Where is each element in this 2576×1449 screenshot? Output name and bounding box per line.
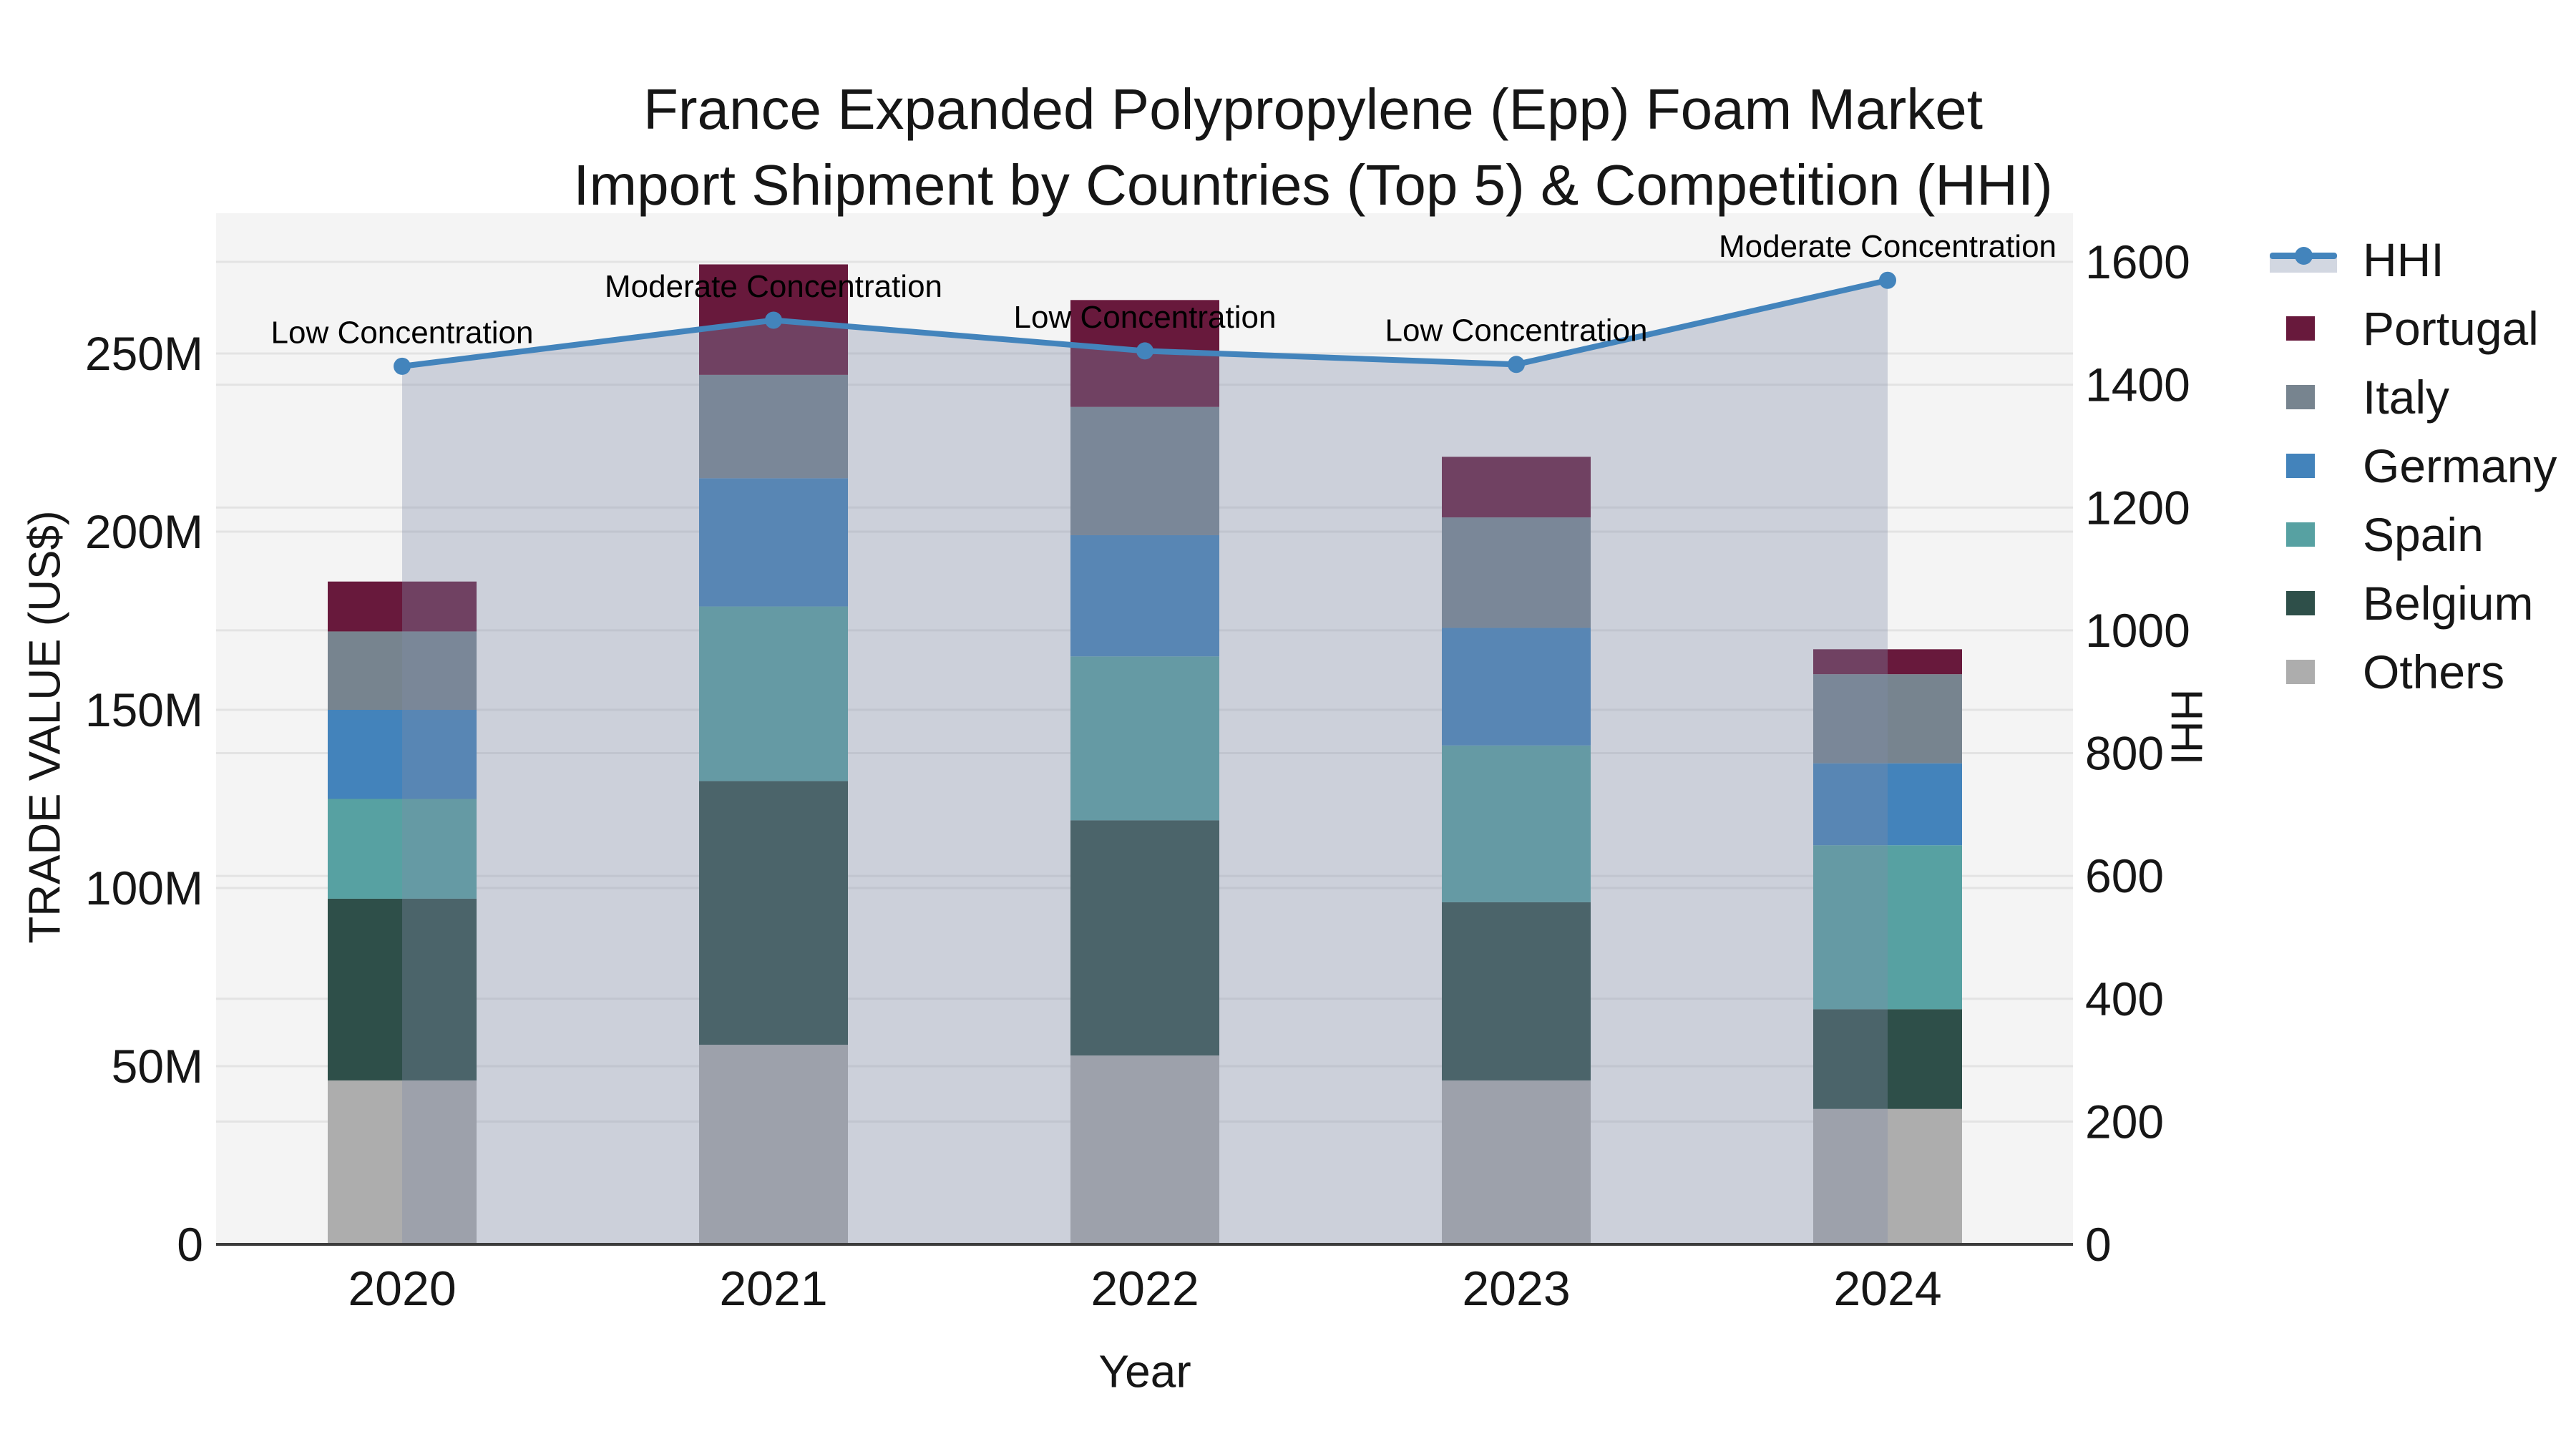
bar-segment-2024-germany[interactable] bbox=[1813, 763, 1962, 846]
bar-segment-2023-portugal[interactable] bbox=[1442, 457, 1591, 518]
color-swatch-icon bbox=[2267, 522, 2363, 547]
x-tick-2023: 2023 bbox=[1462, 1262, 1570, 1316]
bar-segment-2020-others[interactable] bbox=[328, 1080, 477, 1244]
legend-item-portugal[interactable]: Portugal bbox=[2267, 294, 2557, 363]
legend-label: Italy bbox=[2363, 371, 2450, 424]
legend-item-italy[interactable]: Italy bbox=[2267, 363, 2557, 431]
y-right-tick-600: 600 bbox=[2085, 849, 2164, 902]
bar-segment-2021-spain[interactable] bbox=[699, 606, 848, 781]
legend-item-hhi[interactable]: HHI bbox=[2267, 225, 2557, 294]
x-tick-2020: 2020 bbox=[348, 1262, 456, 1316]
bar-segment-2023-others[interactable] bbox=[1442, 1080, 1591, 1244]
legend-label: Germany bbox=[2363, 439, 2557, 492]
y-right-tick-1000: 1000 bbox=[2085, 604, 2190, 657]
hhi-marker-2022[interactable] bbox=[1136, 342, 1153, 360]
hhi-marker-2020[interactable] bbox=[394, 357, 411, 375]
bar-segment-2021-italy[interactable] bbox=[699, 374, 848, 479]
bar-segment-2021-others[interactable] bbox=[699, 1045, 848, 1244]
annotation-2020: Low Concentration bbox=[271, 315, 534, 350]
x-tick-2022: 2022 bbox=[1091, 1262, 1199, 1316]
legend: HHI Portugal Italy Germany Spain Belgium Other… bbox=[2267, 225, 2557, 706]
y-right-tick-400: 400 bbox=[2085, 972, 2164, 1025]
bar-segment-2020-portugal[interactable] bbox=[328, 581, 477, 632]
bar-segment-2022-italy[interactable] bbox=[1070, 406, 1219, 535]
y-left-tick-labels: 0 50M 100M 150M 200M 250M bbox=[85, 327, 203, 1271]
bar-segment-2020-italy[interactable] bbox=[328, 631, 477, 710]
y-right-tick-1400: 1400 bbox=[2085, 358, 2190, 411]
bar-segment-2024-portugal[interactable] bbox=[1813, 649, 1962, 675]
legend-item-others[interactable]: Others bbox=[2267, 638, 2557, 706]
y-right-tick-0: 0 bbox=[2085, 1218, 2112, 1271]
bar-segment-2022-others[interactable] bbox=[1070, 1055, 1219, 1244]
legend-item-germany[interactable]: Germany bbox=[2267, 431, 2557, 500]
chart-title-line2: Import Shipment by Countries (Top 5) & C… bbox=[573, 153, 2053, 217]
hhi-marker-2024[interactable] bbox=[1879, 271, 1896, 289]
hhi-area-fill bbox=[402, 280, 1888, 1244]
y-right-tick-labels: 0 200 400 600 800 1000 1200 1400 1600 bbox=[2085, 235, 2190, 1271]
annotation-2022: Low Concentration bbox=[1014, 300, 1277, 335]
bar-segment-2024-belgium[interactable] bbox=[1813, 1009, 1962, 1109]
x-tick-2021: 2021 bbox=[719, 1262, 827, 1316]
bar-segment-2022-germany[interactable] bbox=[1070, 535, 1219, 657]
chart-title-line1: France Expanded Polypropylene (Epp) Foam… bbox=[643, 77, 1984, 141]
hhi-marker-2023[interactable] bbox=[1508, 356, 1525, 374]
color-swatch-icon bbox=[2267, 660, 2363, 684]
chart-title: France Expanded Polypropylene (Epp) Foam… bbox=[573, 72, 2052, 223]
legend-label: HHI bbox=[2363, 233, 2444, 286]
bar-segment-2024-spain[interactable] bbox=[1813, 845, 1962, 1010]
bar-segment-2022-belgium[interactable] bbox=[1070, 820, 1219, 1056]
y-right-tick-1200: 1200 bbox=[2085, 481, 2190, 534]
legend-label: Spain bbox=[2363, 508, 2484, 561]
bar-segment-2020-belgium[interactable] bbox=[328, 898, 477, 1080]
bar-segment-2023-germany[interactable] bbox=[1442, 628, 1591, 746]
y-left-tick-100M: 100M bbox=[85, 862, 203, 914]
y-left-tick-200M: 200M bbox=[85, 505, 203, 558]
x-tick-labels: 2020 2021 2022 2023 2024 bbox=[348, 1262, 1941, 1316]
y-left-tick-150M: 150M bbox=[85, 683, 203, 736]
hhi-line-sample-icon bbox=[2267, 245, 2363, 274]
color-swatch-icon bbox=[2267, 385, 2363, 409]
bar-segment-2021-belgium[interactable] bbox=[699, 781, 848, 1045]
stacked-bars bbox=[328, 264, 1962, 1244]
bar-segment-2020-spain[interactable] bbox=[328, 799, 477, 899]
legend-label: Portugal bbox=[2363, 302, 2539, 355]
y-left-tick-250M: 250M bbox=[85, 327, 203, 380]
bar-segment-2020-germany[interactable] bbox=[328, 710, 477, 799]
legend-label: Others bbox=[2363, 645, 2505, 698]
y-left-axis-title: TRADE VALUE (US$) bbox=[21, 510, 70, 943]
x-tick-2024: 2024 bbox=[1833, 1262, 1941, 1316]
hhi-marker-2021[interactable] bbox=[765, 311, 782, 329]
bar-segment-2021-germany[interactable] bbox=[699, 478, 848, 607]
y-right-tick-1600: 1600 bbox=[2085, 235, 2190, 288]
legend-label: Belgium bbox=[2363, 577, 2534, 630]
color-swatch-icon bbox=[2267, 316, 2363, 341]
bar-segment-2024-italy[interactable] bbox=[1813, 674, 1962, 763]
bar-segment-2022-spain[interactable] bbox=[1070, 656, 1219, 821]
color-swatch-icon bbox=[2267, 591, 2363, 615]
y-right-tick-800: 800 bbox=[2085, 727, 2164, 780]
color-swatch-icon bbox=[2267, 454, 2363, 478]
annotation-2021: Moderate Concentration bbox=[605, 269, 942, 304]
annotation-2024: Moderate Concentration bbox=[1719, 229, 2057, 264]
bar-segment-2023-belgium[interactable] bbox=[1442, 902, 1591, 1080]
bar-segment-2023-italy[interactable] bbox=[1442, 517, 1591, 628]
y-left-tick-0: 0 bbox=[177, 1218, 203, 1271]
hhi-annotations: Low Concentration Moderate Concentration L… bbox=[271, 229, 2057, 350]
y-left-tick-50M: 50M bbox=[112, 1040, 203, 1093]
y-right-tick-200: 200 bbox=[2085, 1095, 2164, 1148]
x-axis-title: Year bbox=[1098, 1345, 1191, 1397]
legend-item-spain[interactable]: Spain bbox=[2267, 500, 2557, 569]
y-right-axis-title: HHI bbox=[2161, 689, 2210, 766]
bar-segment-2024-others[interactable] bbox=[1813, 1108, 1962, 1244]
bar-segment-2023-spain[interactable] bbox=[1442, 745, 1591, 902]
annotation-2023: Low Concentration bbox=[1385, 313, 1648, 348]
legend-item-belgium[interactable]: Belgium bbox=[2267, 569, 2557, 638]
